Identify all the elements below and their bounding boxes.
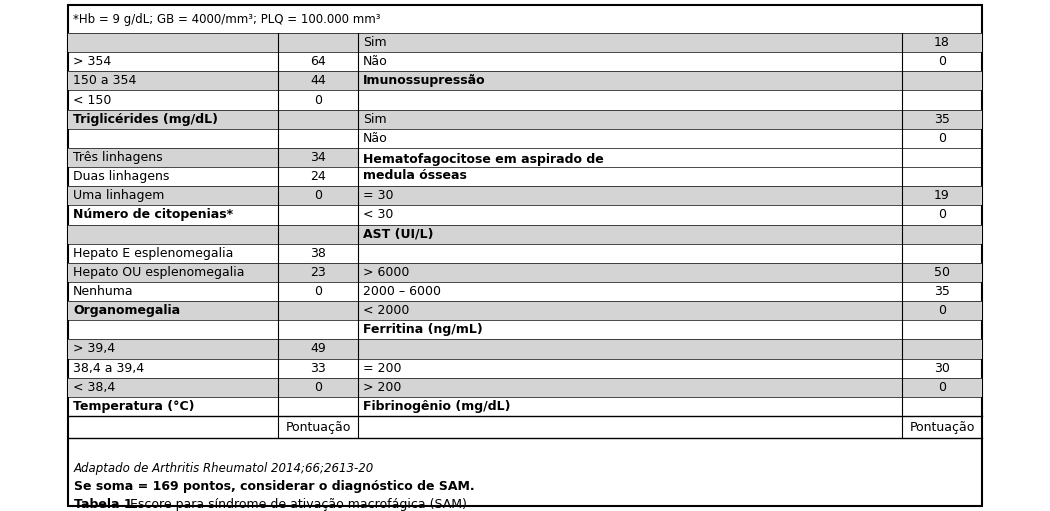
Text: Sim: Sim [363,36,386,49]
Text: Pontuação: Pontuação [286,421,351,433]
Text: Ferritina (ng/mL): Ferritina (ng/mL) [363,323,483,336]
Text: 38: 38 [310,247,326,260]
Text: < 30: < 30 [363,208,394,221]
Bar [68,148,358,167]
Text: 35: 35 [934,285,950,298]
Text: 24: 24 [310,170,326,183]
Text: 50: 50 [934,266,950,279]
Text: 0: 0 [314,94,322,106]
Text: Não: Não [363,132,387,145]
Text: < 150: < 150 [74,94,111,106]
Bar [68,72,358,90]
Text: *Hb = 9 g/dL; GB = 4000/mm³; PLQ = 100.000 mm³: *Hb = 9 g/dL; GB = 4000/mm³; PLQ = 100.0… [74,12,380,26]
Text: > 354: > 354 [74,55,111,68]
Text: 49: 49 [310,342,326,356]
Text: 23: 23 [310,266,326,279]
Text: < 38,4: < 38,4 [74,381,116,394]
Text: 35: 35 [934,112,950,126]
Text: Adaptado de Arthritis Rheumatol 2014;66;2613-20: Adaptado de Arthritis Rheumatol 2014;66;… [74,462,374,475]
Text: Nenhuma: Nenhuma [74,285,133,298]
Bar [358,339,982,359]
Text: 0: 0 [314,189,322,202]
Text: Três linhagens: Três linhagens [74,151,163,164]
Text: Duas linhagens: Duas linhagens [74,170,169,183]
Text: Hematofagocitose em aspirado de
medula ósseas: Hematofagocitose em aspirado de medula ó… [363,153,604,181]
Text: AST (UI/L): AST (UI/L) [363,227,434,241]
Text: 34: 34 [310,151,326,164]
Text: 18: 18 [934,36,950,49]
Text: Não: Não [363,55,387,68]
Text: Hepato OU esplenomegalia: Hepato OU esplenomegalia [74,266,245,279]
Bar [68,186,358,205]
Bar [358,109,982,129]
Bar [68,339,358,359]
Bar [358,378,982,397]
Bar [68,301,358,320]
Text: Organomegalia: Organomegalia [74,304,181,317]
Text: 150 a 354: 150 a 354 [74,75,136,87]
Text: = 30: = 30 [363,189,394,202]
Text: 0: 0 [314,285,322,298]
Text: Fibrinogênio (mg/dL): Fibrinogênio (mg/dL) [363,400,510,413]
Bar [358,72,982,90]
Text: 64: 64 [310,55,326,68]
Text: Número de citopenias*: Número de citopenias* [74,208,233,221]
Text: 38,4 a 39,4: 38,4 a 39,4 [74,362,144,375]
Text: Triglicérides (mg/dL): Triglicérides (mg/dL) [74,112,218,126]
Text: 0: 0 [938,381,946,394]
Text: 2000 – 6000: 2000 – 6000 [363,285,441,298]
Text: 19: 19 [934,189,950,202]
Text: Escore para síndrome de ativação macrofágica (SAM): Escore para síndrome de ativação macrofá… [126,498,467,511]
Bar [68,263,358,282]
Text: 0: 0 [938,55,946,68]
Bar [68,378,358,397]
Text: 0: 0 [938,208,946,221]
Text: Sim: Sim [363,112,386,126]
Text: Uma linhagem: Uma linhagem [74,189,165,202]
Bar [358,224,982,244]
Bar [68,109,358,129]
Bar [68,33,358,52]
Text: Hepato E esplenomegalia: Hepato E esplenomegalia [74,247,233,260]
Text: Imunossupressão: Imunossupressão [363,75,485,87]
Text: > 6000: > 6000 [363,266,410,279]
Text: 0: 0 [314,381,322,394]
Text: 44: 44 [310,75,326,87]
Text: < 2000: < 2000 [363,304,410,317]
Text: = 200: = 200 [363,362,401,375]
Text: 0: 0 [938,132,946,145]
Text: Pontuação: Pontuação [909,421,974,433]
Bar [68,5,982,506]
Bar [358,263,982,282]
Bar [68,224,358,244]
Text: > 200: > 200 [363,381,401,394]
Bar [358,33,982,52]
Text: > 39,4: > 39,4 [74,342,116,356]
Text: 33: 33 [310,362,326,375]
Text: Tabela 1.: Tabela 1. [74,498,138,511]
Bar [358,301,982,320]
Text: Se soma = 169 pontos, considerar o diagnóstico de SAM.: Se soma = 169 pontos, considerar o diagn… [74,480,475,493]
Bar [358,186,982,205]
Text: Temperatura (°C): Temperatura (°C) [74,400,194,413]
Text: 0: 0 [938,304,946,317]
Text: 30: 30 [934,362,950,375]
